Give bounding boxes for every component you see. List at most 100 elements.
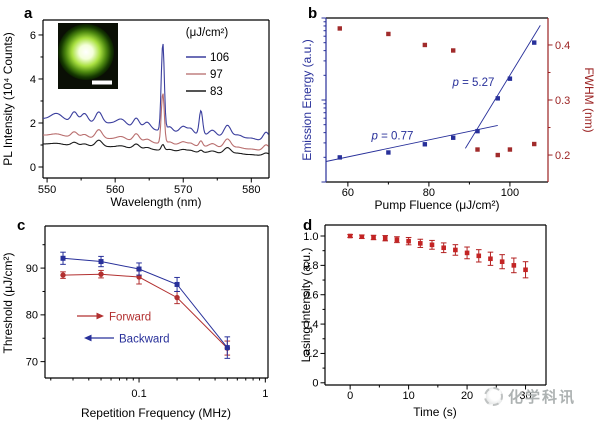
- panel-label-a: a: [24, 5, 33, 22]
- b-right-tick: 0.3: [555, 95, 570, 107]
- data-point: [441, 245, 446, 251]
- d-x-tick: 20: [461, 390, 473, 402]
- a-legend-label: 97: [210, 69, 223, 81]
- data-point: [98, 259, 104, 265]
- spectrum-curve-83: [42, 139, 269, 156]
- data-point: [422, 142, 428, 147]
- data-point: [417, 241, 423, 246]
- data-point: [451, 48, 456, 53]
- a-legend-title: (μJ/cm²): [186, 27, 229, 39]
- data-point: [488, 256, 493, 262]
- c-y-tick: 90: [26, 263, 38, 275]
- a-y-tick: 0: [30, 162, 36, 174]
- b-x-tick: 80: [423, 187, 435, 199]
- data-point: [60, 255, 66, 261]
- inset-scalebar: [92, 80, 112, 85]
- spectrum-curve-97: [43, 93, 269, 151]
- data-point: [464, 250, 470, 256]
- a-legend-label: 106: [210, 52, 229, 64]
- c-x-tick: 0.1: [131, 388, 146, 400]
- b-fit-annotation: p = 0.77: [370, 130, 413, 142]
- data-point: [495, 96, 500, 101]
- data-point: [60, 272, 66, 278]
- backward-arrow-icon: [84, 334, 92, 342]
- d-y-tick: 0.4: [303, 319, 318, 331]
- a-y-axis-label: PL Intensity (10⁴ Counts): [1, 32, 15, 165]
- a-x-tick: 550: [38, 184, 56, 196]
- data-point: [386, 31, 391, 37]
- data-point: [507, 76, 513, 81]
- c-y-axis-label: Threshold (μJ/cm²): [1, 253, 15, 354]
- data-point: [337, 155, 342, 160]
- c-y-tick: 80: [26, 310, 38, 322]
- data-point: [523, 267, 528, 273]
- forward-arrow-icon: [96, 312, 104, 320]
- watermark-logo-icon: [484, 387, 503, 406]
- a-legend-label: 83: [210, 86, 223, 98]
- panel-d-chart: 0 10 20 30 0 0.2 0.4 0.6 0.8 1.0 Time (s) Lasing In…: [300, 224, 547, 419]
- panel-label-b: b: [308, 5, 318, 22]
- data-point: [495, 152, 500, 158]
- a-x-tick: 570: [174, 184, 192, 196]
- b-fit-annotation: p = 5.27: [452, 77, 495, 89]
- d-x-tick: 0: [347, 390, 353, 402]
- d-y-tick: 0: [312, 378, 318, 390]
- panel-label-d: d: [303, 217, 313, 234]
- panel-b-chart: 60 80 100 0.2 0.3 0.4 p = 0.77 p = 5.27 Pump Flu…: [300, 17, 596, 212]
- lasing-spot: [58, 24, 114, 80]
- data-point: [394, 237, 400, 242]
- a-y-tick: 6: [30, 30, 36, 42]
- b-right-tick: 0.2: [555, 150, 570, 162]
- d-x-axis-label: Time (s): [413, 405, 457, 419]
- c-legend-forward: Forward: [109, 312, 151, 324]
- data-point: [532, 40, 537, 45]
- watermark-text: 化学科讯: [508, 389, 577, 406]
- data-point: [451, 135, 456, 140]
- data-point: [475, 128, 480, 134]
- panel-label-c: c: [17, 217, 26, 234]
- data-point: [453, 247, 458, 253]
- c-x-axis-label: Repetition Frequency (MHz): [81, 406, 231, 420]
- d-x-tick: 10: [402, 390, 414, 402]
- data-point: [174, 281, 180, 287]
- a-y-tick: 2: [30, 118, 36, 130]
- b-x-axis-label: Pump Fluence (μJ/cm²): [375, 198, 500, 212]
- a-y-tick: 4: [30, 74, 36, 86]
- d-y-tick: 0.2: [303, 348, 318, 360]
- d-x-tick: 30: [519, 390, 531, 402]
- data-point: [174, 294, 180, 301]
- data-point: [499, 259, 505, 264]
- a-x-tick: 560: [106, 184, 124, 196]
- data-point: [371, 235, 376, 240]
- data-point: [507, 147, 513, 152]
- data-point: [98, 271, 104, 277]
- spectrum-curve-106: [43, 43, 269, 141]
- data-point: [337, 26, 342, 31]
- b-left-axis-label: Emission Energy (a.u.): [300, 39, 314, 160]
- data-point: [475, 147, 480, 152]
- b-right-tick: 0.4: [555, 40, 570, 52]
- data-point: [422, 42, 428, 48]
- data-point: [532, 141, 537, 147]
- panel-c-chart: 0.1 1 70 80 90 Forward Backward Repetition Freq…: [1, 225, 269, 420]
- data-point: [429, 242, 435, 248]
- data-point: [359, 234, 365, 240]
- b-right-axis-label: FWHM (nm): [582, 67, 596, 132]
- d-y-tick: 0.8: [303, 260, 318, 272]
- data-point: [224, 345, 230, 351]
- watermark: 化学科讯: [484, 386, 576, 407]
- data-point: [476, 253, 482, 259]
- d-y-tick: 0.6: [303, 290, 318, 302]
- data-point: [136, 266, 142, 272]
- b-x-tick: 100: [501, 187, 519, 199]
- c-x-tick: 1: [262, 388, 268, 400]
- c-y-tick: 70: [26, 356, 38, 368]
- data-point: [406, 238, 411, 244]
- b-x-tick: 60: [342, 187, 354, 199]
- d-y-axis-label: Lasing Intensity (a.u.): [300, 248, 313, 363]
- a-x-axis-label: Wavelength (nm): [111, 195, 202, 209]
- data-point: [386, 150, 391, 155]
- c-legend-backward: Backward: [119, 334, 170, 346]
- data-point: [511, 263, 517, 268]
